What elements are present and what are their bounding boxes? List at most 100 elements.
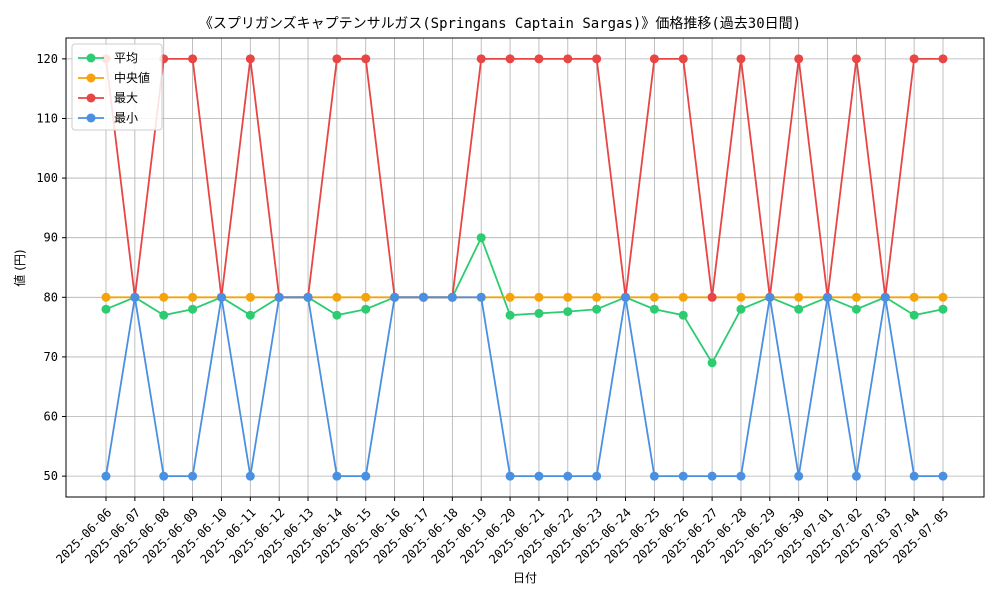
y-tick-label: 110 — [36, 111, 58, 125]
data-point — [592, 54, 602, 64]
data-point — [621, 292, 631, 302]
data-point — [563, 307, 573, 317]
data-point — [361, 292, 371, 302]
legend-swatch-marker — [86, 73, 96, 83]
legend-label: 最大 — [114, 91, 138, 105]
data-point — [418, 292, 428, 302]
data-point — [794, 54, 804, 64]
data-point — [678, 54, 688, 64]
data-point — [851, 292, 861, 302]
legend-swatch-marker — [86, 113, 96, 123]
data-point — [649, 54, 659, 64]
data-point — [794, 471, 804, 481]
y-tick-label: 120 — [36, 52, 58, 66]
data-point — [736, 292, 746, 302]
data-point — [649, 292, 659, 302]
data-point — [534, 308, 544, 318]
data-point — [274, 292, 284, 302]
data-point — [649, 471, 659, 481]
axis-ticks: 2025-06-062025-06-072025-06-082025-06-09… — [36, 52, 951, 567]
data-point — [851, 54, 861, 64]
data-point — [563, 292, 573, 302]
legend-swatch-marker — [86, 53, 96, 63]
data-point — [245, 310, 255, 320]
series-最小 — [101, 292, 948, 481]
data-point — [332, 54, 342, 64]
legend-label: 平均 — [114, 51, 138, 65]
data-point — [823, 292, 833, 302]
y-tick-label: 90 — [44, 231, 58, 245]
data-point — [707, 471, 717, 481]
data-point — [534, 292, 544, 302]
legend-swatch-marker — [86, 93, 96, 103]
data-point — [101, 292, 111, 302]
data-point — [678, 471, 688, 481]
data-point — [938, 54, 948, 64]
data-point — [332, 292, 342, 302]
data-point — [938, 304, 948, 314]
data-point — [563, 54, 573, 64]
data-point — [188, 292, 198, 302]
data-point — [851, 471, 861, 481]
y-tick-label: 60 — [44, 410, 58, 424]
y-axis-label: 値 (円) — [12, 249, 27, 286]
series-line — [105, 57, 943, 299]
y-tick-label: 80 — [44, 290, 58, 304]
data-point — [765, 292, 775, 302]
data-point — [188, 304, 198, 314]
data-point — [505, 471, 515, 481]
series-line — [105, 235, 944, 365]
data-point — [101, 471, 111, 481]
data-point — [303, 292, 313, 302]
data-point — [880, 292, 890, 302]
data-point — [361, 471, 371, 481]
data-point — [534, 54, 544, 64]
data-point — [563, 471, 573, 481]
data-point — [505, 310, 515, 320]
data-point — [130, 292, 140, 302]
data-point — [736, 471, 746, 481]
legend-label: 中央値 — [114, 70, 150, 85]
data-point — [592, 471, 602, 481]
data-point — [245, 54, 255, 64]
grid-lines — [66, 38, 984, 497]
data-point — [909, 54, 919, 64]
data-point — [794, 292, 804, 302]
data-point — [159, 471, 169, 481]
series-layer — [101, 54, 948, 481]
legend-item: 平均 — [78, 51, 138, 65]
data-point — [938, 471, 948, 481]
data-point — [592, 292, 602, 302]
data-point — [736, 54, 746, 64]
data-point — [188, 54, 198, 64]
series-line — [105, 296, 943, 478]
data-point — [476, 54, 486, 64]
legend-item: 中央値 — [78, 70, 150, 85]
data-point — [245, 471, 255, 481]
chart-title: 《スプリガンズキャプテンサルガス(Springans Captain Sarga… — [199, 16, 801, 32]
legend-label: 最小 — [114, 111, 138, 125]
legend-item: 最大 — [78, 91, 138, 105]
data-point — [707, 358, 717, 368]
data-point — [390, 292, 400, 302]
data-point — [534, 471, 544, 481]
data-point — [447, 292, 457, 302]
y-tick-label: 50 — [44, 469, 58, 483]
data-point — [101, 304, 111, 314]
data-point — [361, 54, 371, 64]
data-point — [678, 310, 688, 320]
data-point — [332, 310, 342, 320]
data-point — [159, 310, 169, 320]
data-point — [649, 304, 659, 314]
data-point — [678, 292, 688, 302]
data-point — [159, 292, 169, 302]
data-point — [592, 304, 602, 314]
x-axis-label: 日付 — [513, 571, 537, 585]
data-point — [909, 471, 919, 481]
legend-item: 最小 — [78, 111, 138, 125]
data-point — [476, 292, 486, 302]
data-point — [476, 233, 486, 243]
